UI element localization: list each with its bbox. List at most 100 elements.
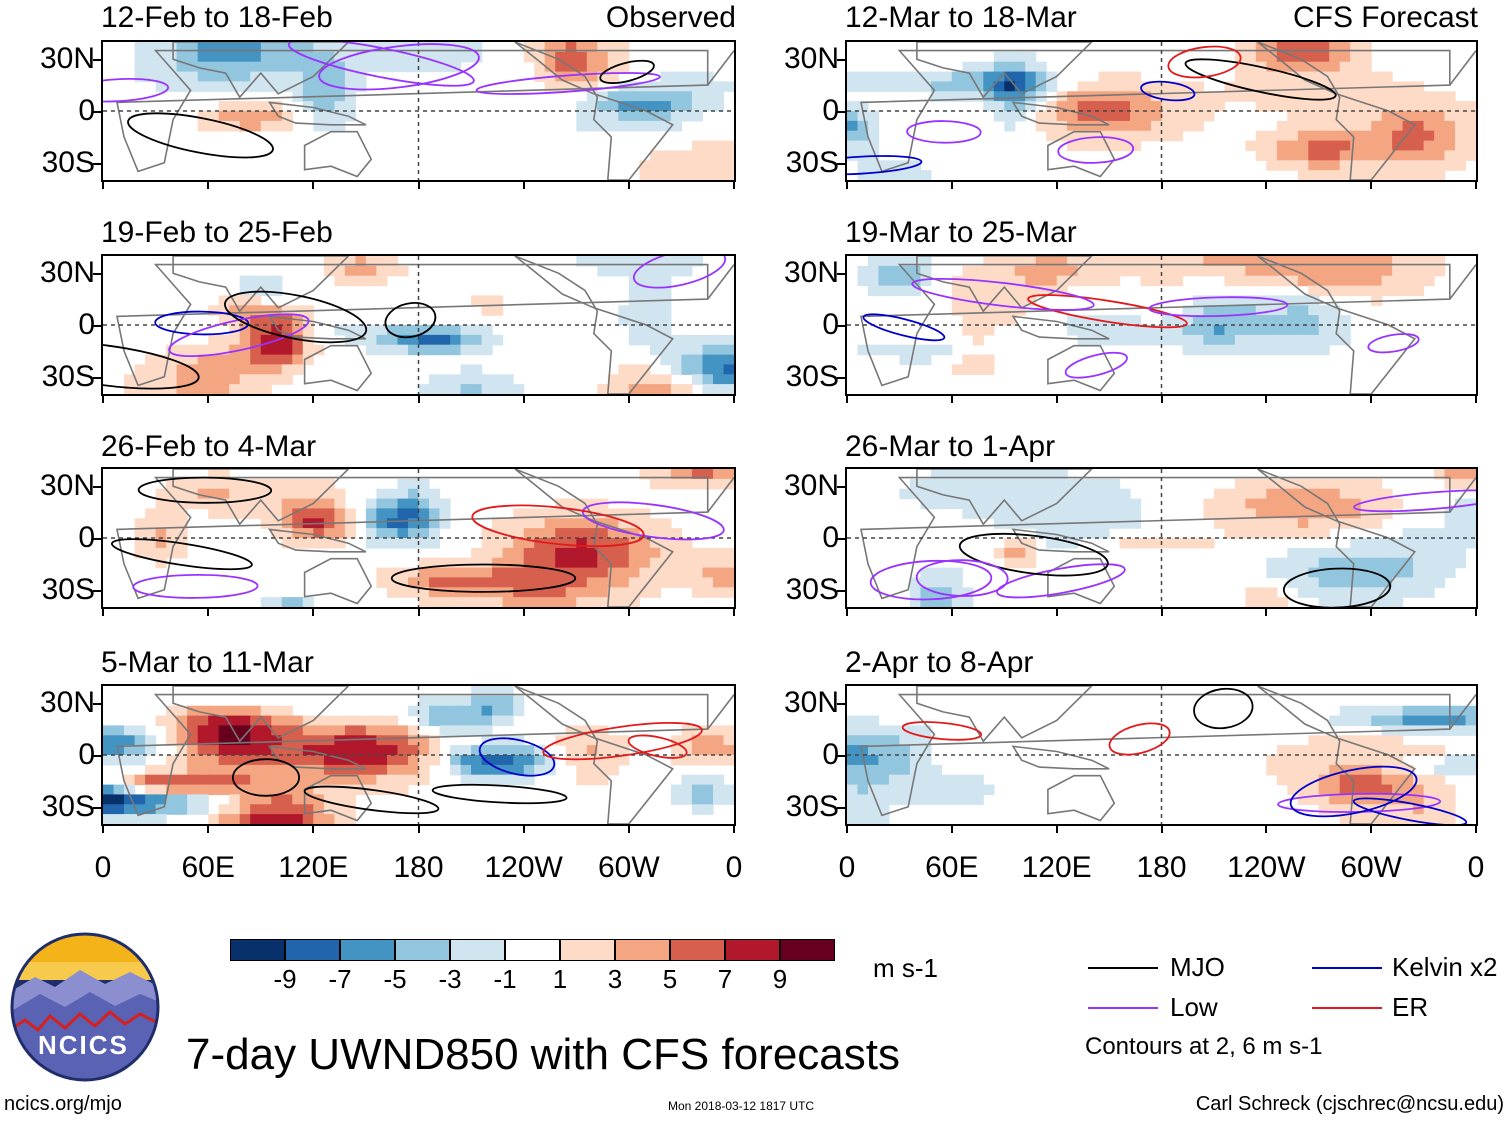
heatmap-cell — [899, 71, 911, 83]
heatmap-cell — [418, 325, 430, 336]
heatmap-cell — [239, 705, 251, 717]
heatmap-cell — [113, 814, 125, 824]
heatmap-cell — [1297, 160, 1309, 171]
heatmap-cell — [1350, 567, 1362, 579]
heatmap-cell — [691, 344, 703, 356]
heatmap-cell — [1381, 557, 1393, 569]
heatmap-cell — [376, 325, 388, 336]
heatmap-cell — [1297, 344, 1309, 356]
heatmap-cell — [909, 735, 921, 746]
heatmap-cell — [281, 528, 293, 539]
heatmap-cell — [1423, 577, 1435, 588]
heatmap-cell — [993, 305, 1005, 316]
heatmap-cell — [660, 150, 672, 161]
heatmap-cell — [250, 804, 262, 815]
heatmap-cell — [1276, 140, 1288, 152]
heatmap-cell — [281, 774, 293, 786]
heatmap-cell — [1350, 498, 1362, 510]
heatmap-cell — [313, 764, 325, 776]
heatmap-cell — [187, 755, 199, 766]
heatmap-cell — [1350, 774, 1362, 786]
heatmap-cell — [888, 794, 900, 805]
heatmap-cell — [145, 735, 157, 746]
heatmap-cell — [1287, 528, 1299, 539]
heatmap-cell — [888, 160, 900, 171]
heatmap-cell — [313, 61, 325, 73]
heatmap-cell — [1413, 774, 1425, 786]
heatmap-cell — [618, 120, 630, 132]
heatmap-cell — [1213, 305, 1225, 316]
heatmap-cell — [1213, 315, 1225, 326]
heatmap-cell — [1077, 508, 1089, 519]
heatmap-cell — [1287, 256, 1299, 267]
heatmap-cell — [334, 725, 346, 736]
heatmap-cell — [387, 735, 399, 746]
heatmap-cell — [670, 384, 682, 394]
heatmap-cell — [439, 695, 451, 707]
heatmap-cell — [1350, 715, 1362, 727]
logo-text: NCICS — [38, 1030, 129, 1060]
heatmap-cell — [681, 478, 693, 490]
heatmap-cell — [1402, 528, 1414, 539]
heatmap-cell — [691, 101, 703, 112]
heatmap-cell — [1423, 547, 1435, 559]
heatmap-cell — [502, 715, 514, 727]
heatmap-cell — [429, 384, 441, 394]
heatmap-cell — [334, 774, 346, 786]
heatmap-cell — [365, 498, 377, 510]
coastline — [267, 315, 367, 340]
heatmap-cell — [1088, 130, 1100, 142]
footer-url[interactable]: ncics.org/mjo — [4, 1093, 122, 1115]
wave-contour — [1064, 351, 1128, 379]
heatmap-cell — [555, 587, 567, 598]
heatmap-cell — [972, 325, 984, 336]
heatmap-cell — [197, 384, 209, 394]
heatmap-cell — [313, 344, 325, 356]
heatmap-cell — [1245, 315, 1257, 326]
heatmap-cell — [1350, 764, 1362, 776]
heatmap-cell — [888, 275, 900, 287]
heatmap-cell — [208, 784, 220, 796]
heatmap-cell — [1413, 170, 1425, 180]
heatmap-cell — [1423, 101, 1435, 112]
heatmap-cell — [1381, 160, 1393, 171]
y-tick — [837, 703, 845, 706]
heatmap-cell — [1172, 120, 1184, 132]
heatmap-cell — [418, 745, 430, 756]
heatmap-cell — [1098, 81, 1110, 92]
heatmap-cell — [513, 567, 525, 579]
x-tick — [522, 396, 525, 403]
heatmap-cell — [365, 755, 377, 766]
heatmap-cell — [1266, 150, 1278, 161]
x-tick — [846, 396, 848, 403]
heatmap-cell — [888, 725, 900, 736]
heatmap-cell — [1276, 755, 1288, 766]
heatmap-cell — [1088, 518, 1100, 529]
heatmap-cell — [1077, 81, 1089, 92]
heatmap-cell — [271, 101, 283, 112]
heatmap-cell — [1308, 51, 1320, 63]
heatmap-cell — [124, 774, 136, 786]
heatmap-cell — [660, 170, 672, 180]
heatmap-cell — [1014, 538, 1026, 549]
heatmap-cell — [302, 498, 314, 510]
heatmap-cell — [208, 508, 220, 519]
heatmap-cell — [239, 735, 251, 746]
y-tick — [837, 486, 845, 489]
colorbar-swatch — [670, 939, 725, 961]
colorbar-tick-label: 5 — [662, 964, 678, 994]
heatmap-cell — [208, 814, 220, 824]
heatmap-cell — [544, 51, 556, 63]
heatmap-cell — [134, 518, 146, 529]
heatmap-cell — [607, 557, 619, 569]
heatmap-cell — [888, 735, 900, 746]
y-tick-label: 30N — [39, 469, 95, 503]
heatmap-cell — [1350, 538, 1362, 549]
heatmap-cell — [1360, 265, 1372, 277]
heatmap-cell — [155, 814, 167, 824]
heatmap-cell — [365, 256, 377, 267]
heatmap-cell — [1245, 305, 1257, 316]
heatmap-cell — [344, 71, 356, 83]
heatmap-cell — [1182, 325, 1194, 336]
heatmap-cell — [909, 265, 921, 277]
